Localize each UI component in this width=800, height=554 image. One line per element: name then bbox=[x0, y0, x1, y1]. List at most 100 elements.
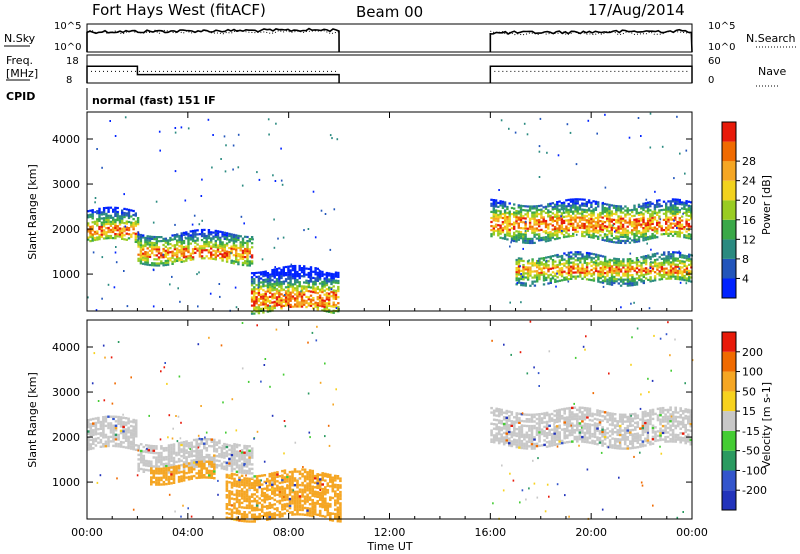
power-cell bbox=[269, 295, 272, 298]
velocity-cell bbox=[165, 458, 168, 461]
power-cell bbox=[323, 285, 326, 288]
velocity-cell bbox=[243, 471, 246, 475]
power-cell bbox=[87, 216, 90, 219]
power-cell bbox=[178, 251, 181, 254]
power-cell bbox=[542, 216, 545, 219]
power-cell bbox=[601, 273, 605, 276]
velocity-cell bbox=[160, 445, 163, 448]
power-cell bbox=[594, 263, 598, 266]
power-cell bbox=[173, 260, 177, 263]
power-cell bbox=[253, 282, 256, 285]
velocity-cell bbox=[208, 474, 211, 477]
power-cell bbox=[328, 300, 331, 303]
power-cell bbox=[658, 262, 661, 265]
velocity-cell bbox=[225, 512, 229, 515]
power-cell bbox=[608, 260, 611, 264]
velocity-cell bbox=[291, 477, 294, 480]
power-cell bbox=[621, 207, 625, 210]
power-cell bbox=[203, 234, 206, 238]
velocity-cell bbox=[339, 515, 342, 519]
velocity-cell bbox=[245, 513, 249, 516]
velocity-cell bbox=[167, 460, 171, 463]
power-cell bbox=[239, 249, 242, 252]
power-cell bbox=[513, 227, 516, 230]
power-cell bbox=[635, 271, 639, 274]
power-cell bbox=[198, 223, 201, 226]
power-cell bbox=[207, 231, 211, 234]
velocity-cell bbox=[253, 520, 256, 523]
power-cell bbox=[583, 261, 586, 264]
power-cell bbox=[587, 223, 591, 226]
power-cell bbox=[210, 241, 213, 244]
power-cell bbox=[649, 223, 652, 226]
power-cell bbox=[264, 304, 267, 308]
power-cell bbox=[592, 261, 596, 264]
power-cell bbox=[585, 225, 588, 228]
power-cell bbox=[610, 228, 613, 231]
power-cell bbox=[597, 262, 600, 265]
power-cell bbox=[328, 304, 331, 307]
power-cell bbox=[524, 239, 527, 242]
power-cell bbox=[284, 280, 288, 283]
velocity-cell bbox=[273, 489, 277, 493]
velocity-cell bbox=[225, 445, 229, 449]
power-cell bbox=[235, 234, 238, 237]
power-cell bbox=[134, 236, 137, 239]
power-cell bbox=[157, 264, 161, 267]
power-cell bbox=[658, 215, 661, 218]
power-cell bbox=[517, 230, 520, 233]
power-cell bbox=[680, 201, 684, 204]
power-cell bbox=[679, 152, 681, 155]
velocity-cell bbox=[119, 425, 123, 428]
velocity-cell bbox=[97, 416, 100, 420]
power-cell bbox=[284, 286, 288, 289]
power-cell bbox=[626, 260, 630, 263]
power-colorbar-swatch bbox=[722, 161, 736, 181]
power-cell bbox=[547, 235, 550, 238]
velocity-cell bbox=[240, 494, 244, 498]
power-cell bbox=[619, 223, 623, 226]
power-cell bbox=[685, 267, 689, 270]
power-cell bbox=[626, 284, 630, 287]
power-cell bbox=[271, 269, 274, 272]
velocity-cell bbox=[492, 414, 496, 417]
power-cell bbox=[562, 207, 566, 210]
power-cell bbox=[164, 241, 167, 244]
velocity-cell bbox=[276, 471, 279, 474]
power-cell bbox=[644, 206, 647, 209]
power-cell bbox=[114, 212, 117, 215]
velocity-cell bbox=[180, 450, 183, 453]
velocity-cell bbox=[180, 448, 183, 451]
power-cell bbox=[678, 219, 681, 222]
power-cell bbox=[91, 235, 94, 238]
velocity-cell bbox=[132, 436, 135, 440]
velocity-cell bbox=[213, 449, 216, 453]
power-cell bbox=[674, 212, 677, 215]
power-cell bbox=[137, 241, 140, 244]
velocity-cell bbox=[225, 505, 229, 508]
power-cell bbox=[608, 279, 611, 282]
power-cell bbox=[100, 227, 103, 230]
velocity-cell bbox=[271, 515, 274, 518]
velocity-cell bbox=[208, 444, 211, 448]
power-cell bbox=[581, 267, 584, 270]
power-cell bbox=[646, 236, 650, 239]
power-cell bbox=[590, 258, 593, 261]
power-cell bbox=[688, 259, 691, 262]
power-cell bbox=[320, 209, 323, 212]
power-cell bbox=[608, 262, 611, 266]
velocity-cell bbox=[117, 418, 120, 421]
power-cell bbox=[651, 235, 654, 238]
power-cell bbox=[180, 232, 183, 235]
power-cell bbox=[533, 233, 536, 236]
velocity-cell bbox=[253, 515, 256, 519]
power-cell bbox=[132, 213, 135, 217]
power-cell bbox=[667, 255, 670, 258]
power-cell bbox=[686, 271, 688, 274]
power-cell bbox=[669, 216, 672, 219]
power-cell bbox=[565, 199, 568, 202]
power-cell bbox=[107, 222, 110, 225]
power-cell bbox=[228, 253, 231, 256]
power-cell bbox=[203, 243, 206, 246]
velocity-cell bbox=[112, 415, 115, 418]
